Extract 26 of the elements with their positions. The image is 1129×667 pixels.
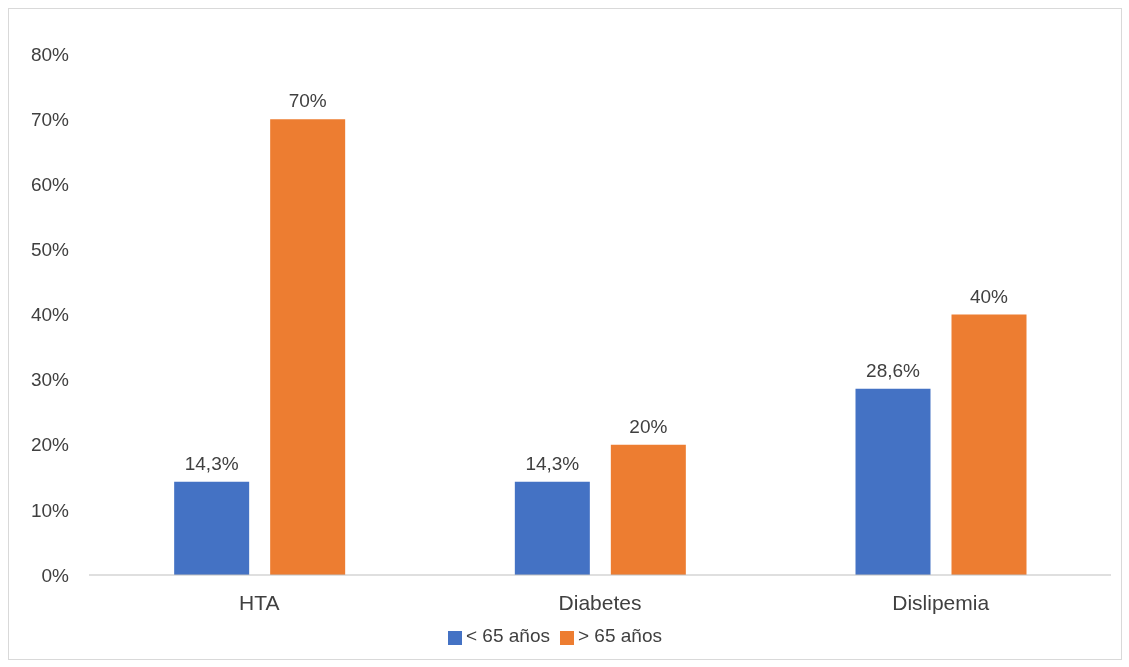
y-tick-label: 60% bbox=[30, 173, 70, 195]
y-tick-label: 80% bbox=[30, 43, 70, 65]
data-label: 28,6% bbox=[866, 359, 921, 381]
data-label: 20% bbox=[629, 415, 668, 437]
bar bbox=[514, 481, 590, 575]
legend-label: > 65 años bbox=[578, 625, 662, 646]
y-tick-label: 70% bbox=[30, 108, 70, 130]
bar bbox=[951, 314, 1027, 575]
data-label: 70% bbox=[288, 90, 327, 112]
bar bbox=[610, 444, 686, 575]
x-tick-label: Diabetes bbox=[558, 590, 642, 614]
x-tick-label: HTA bbox=[239, 590, 280, 614]
legend-label: < 65 años bbox=[466, 625, 550, 646]
data-label: 14,3% bbox=[525, 452, 580, 474]
data-label: 14,3% bbox=[184, 452, 239, 474]
y-tick-label: 20% bbox=[30, 434, 70, 456]
bar bbox=[855, 388, 931, 575]
y-tick-label: 40% bbox=[30, 304, 70, 326]
y-tick-label: 30% bbox=[30, 369, 70, 391]
y-tick-label: 10% bbox=[30, 499, 70, 521]
y-tick-label: 0% bbox=[41, 564, 70, 586]
x-tick-label: Dislipemia bbox=[892, 590, 990, 614]
y-tick-label: 50% bbox=[30, 239, 70, 261]
data-label: 40% bbox=[969, 285, 1009, 307]
bar bbox=[174, 481, 250, 575]
bar bbox=[270, 119, 346, 575]
